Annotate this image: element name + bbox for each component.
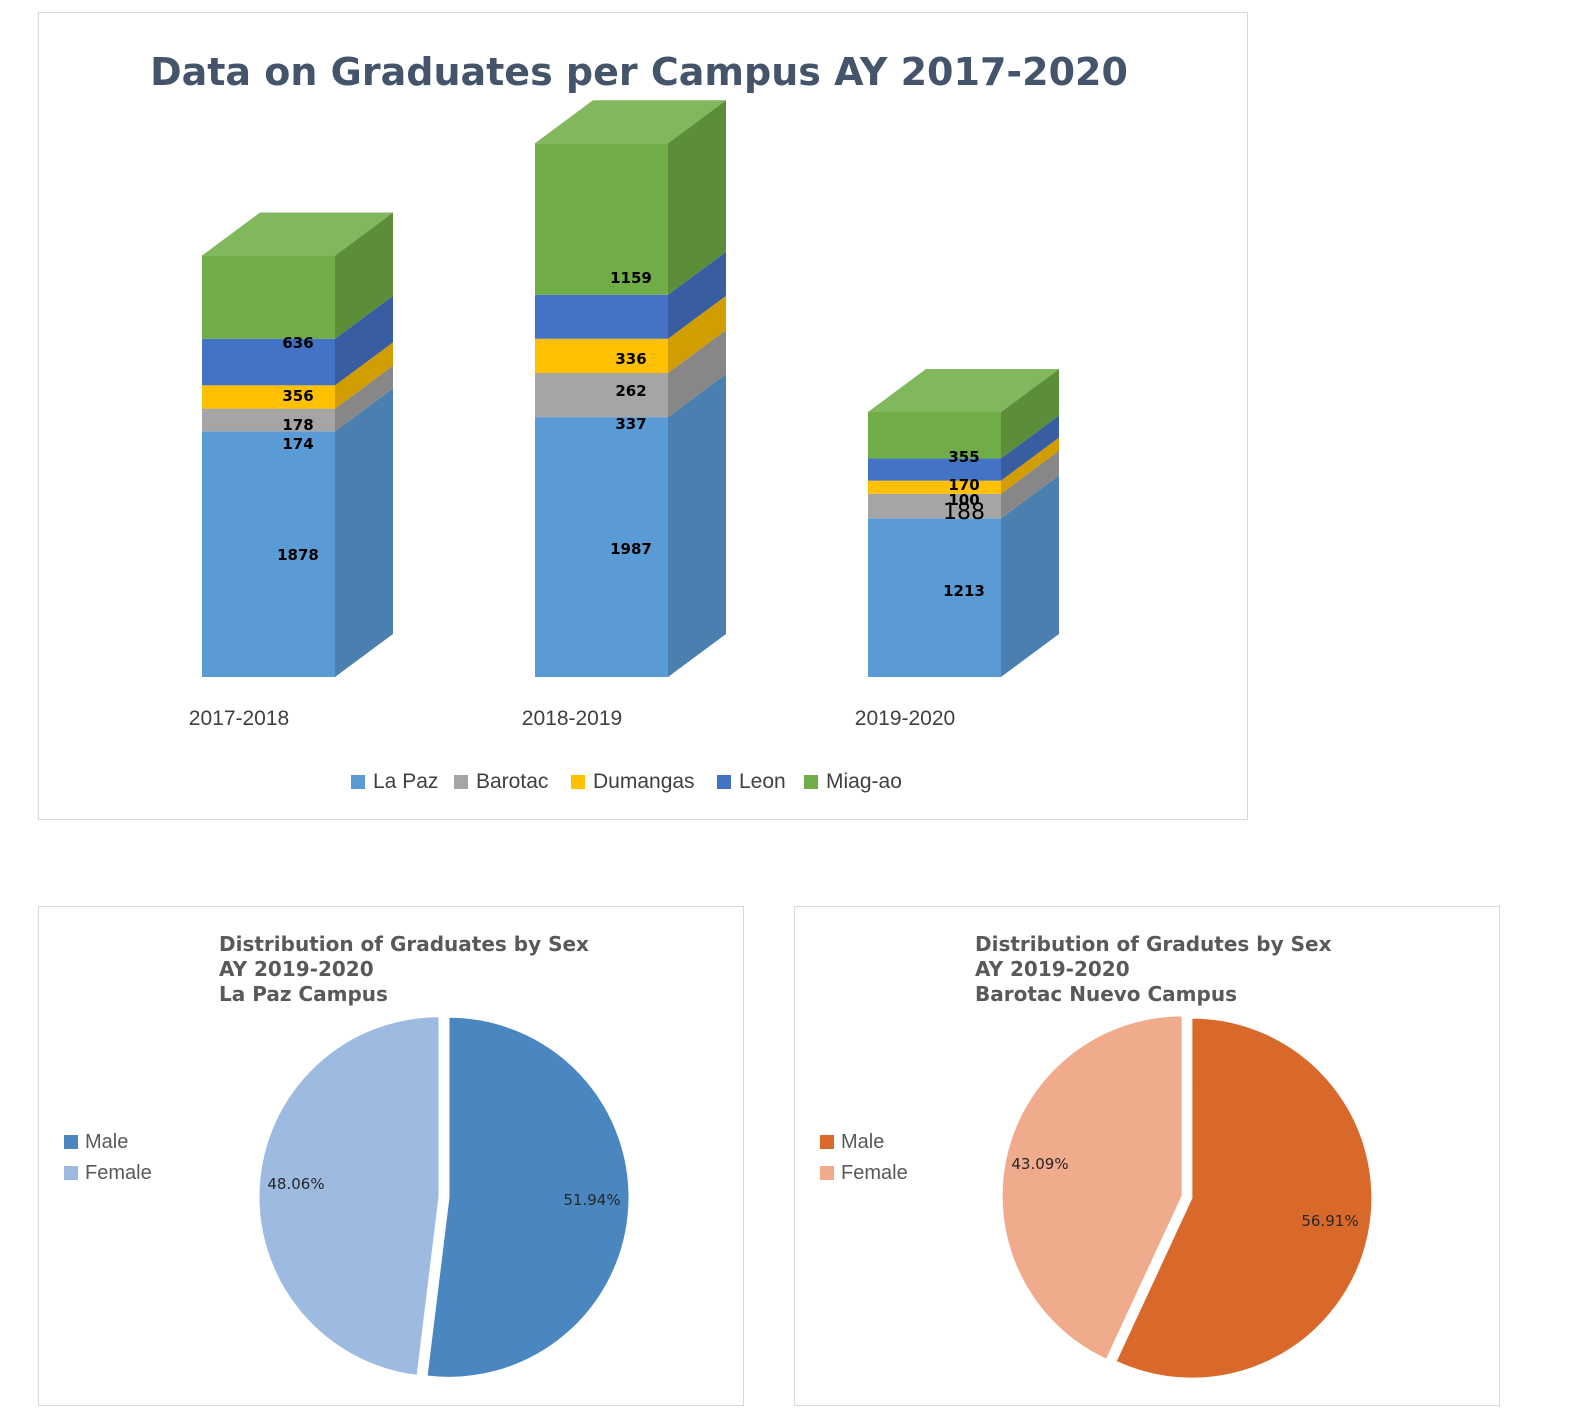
legend-swatch bbox=[351, 775, 365, 789]
pie-slices: 56.91% 43.09% bbox=[1001, 1015, 1373, 1379]
pie-title-line: Barotac Nuevo Campus bbox=[975, 982, 1237, 1006]
data-label: 356 bbox=[282, 387, 313, 405]
data-label: 174 bbox=[282, 435, 313, 453]
bar-top-face bbox=[868, 368, 1059, 412]
bar-side-leon bbox=[335, 295, 393, 386]
bar-segment-barotac bbox=[868, 493, 1001, 519]
bar-side-dumangas bbox=[668, 295, 726, 374]
bar-side-barotac bbox=[1001, 450, 1059, 519]
bar-side-dumangas bbox=[1001, 437, 1059, 494]
bar-segment-la-paz bbox=[868, 518, 1001, 677]
data-label: 1159 bbox=[610, 269, 652, 287]
chart-title: Data on Graduates per Campus AY 2017-202… bbox=[150, 50, 1128, 94]
pie-title-line: Distribution of Graduates by Sex bbox=[219, 932, 589, 956]
bar-side-dumangas bbox=[335, 342, 393, 409]
bar-segment-leon bbox=[535, 294, 668, 339]
data-label: 636 bbox=[282, 334, 313, 352]
bar-side-barotac bbox=[335, 365, 393, 432]
bar-segment-dumangas bbox=[868, 480, 1001, 494]
pie-chart-panel-barotac-nuevo: Distribution of Gradutes by Sex AY 2019-2… bbox=[794, 906, 1500, 1406]
bar-side-barotac bbox=[668, 330, 726, 418]
bar-side-leon bbox=[668, 251, 726, 339]
chart-legend: La Paz Barotac Dumangas Leon Miag-ao bbox=[351, 770, 902, 793]
bar-side-la-paz bbox=[1001, 475, 1059, 677]
pie-slice-male bbox=[1115, 1017, 1373, 1379]
data-label: 1878 bbox=[277, 546, 319, 564]
data-label: 178 bbox=[282, 416, 313, 434]
bar-top-face bbox=[535, 100, 726, 144]
legend-label: Leon bbox=[739, 770, 786, 793]
pie-slices: 51.94% 48.06% bbox=[258, 1016, 630, 1378]
legend-label: Female bbox=[85, 1162, 152, 1184]
data-label: 1987 bbox=[610, 540, 652, 558]
pie-chart-panel-la-paz: Distribution of Graduates by Sex AY 2019-… bbox=[38, 906, 744, 1406]
legend-swatch bbox=[64, 1166, 78, 1180]
pie-value-label: 43.09% bbox=[1011, 1155, 1068, 1173]
data-label: 170 bbox=[948, 476, 979, 494]
legend-swatch bbox=[820, 1166, 834, 1180]
data-label: 355 bbox=[948, 448, 979, 466]
pie-value-label: 56.91% bbox=[1301, 1212, 1358, 1230]
bar-segment-barotac bbox=[535, 373, 668, 418]
legend-swatch bbox=[571, 775, 585, 789]
legend-swatch bbox=[820, 1135, 834, 1149]
bar-segment-dumangas bbox=[535, 338, 668, 374]
x-tick-label: 2018-2019 bbox=[522, 707, 622, 730]
x-tick-label: 2019-2020 bbox=[855, 707, 955, 730]
data-label: 337 bbox=[615, 415, 646, 433]
pie-slice-male bbox=[426, 1016, 630, 1378]
pie-value-label: 48.06% bbox=[267, 1175, 324, 1193]
bar-segment-miag-ao bbox=[202, 255, 335, 339]
bar-segment-la-paz bbox=[202, 431, 335, 677]
bar-segment-barotac bbox=[202, 408, 335, 432]
pie-legend: Male Female bbox=[820, 1131, 908, 1184]
legend-swatch bbox=[454, 775, 468, 789]
pie-title-line: AY 2019-2020 bbox=[219, 957, 374, 981]
bar-segment-miag-ao bbox=[535, 143, 668, 295]
bar-segment-leon bbox=[868, 458, 1001, 481]
pie-title-line: Distribution of Gradutes by Sex bbox=[975, 932, 1332, 956]
legend-label: La Paz bbox=[373, 770, 438, 793]
data-label: 188 bbox=[943, 500, 985, 525]
legend-swatch bbox=[717, 775, 731, 789]
stacked-bar-chart: Data on Graduates per Campus AY 2017-202… bbox=[150, 50, 1128, 793]
bar-side-la-paz bbox=[668, 374, 726, 677]
pie-slice-female bbox=[258, 1016, 440, 1376]
bar-side-miag-ao bbox=[335, 212, 393, 339]
x-tick-label: 2017-2018 bbox=[189, 707, 289, 730]
legend-label: Barotac bbox=[476, 770, 548, 793]
bar-segment-miag-ao bbox=[868, 411, 1001, 459]
bar-segment-leon bbox=[202, 338, 335, 386]
data-label: 262 bbox=[615, 382, 646, 400]
legend-label: Male bbox=[85, 1131, 128, 1153]
legend-label: Female bbox=[841, 1162, 908, 1184]
data-label: 1213 bbox=[943, 582, 985, 600]
stacked-bar-chart-panel: Data on Graduates per Campus AY 2017-202… bbox=[38, 12, 1248, 820]
legend-label: Male bbox=[841, 1131, 884, 1153]
data-label: 336 bbox=[615, 350, 646, 368]
pie-title-line: AY 2019-2020 bbox=[975, 957, 1130, 981]
pie-slice-female bbox=[1001, 1015, 1183, 1360]
legend-label: Miag-ao bbox=[826, 770, 902, 793]
bar-top-face bbox=[202, 212, 393, 256]
data-label: 100 bbox=[948, 491, 979, 509]
legend-label: Dumangas bbox=[593, 770, 695, 793]
bar-side-miag-ao bbox=[668, 100, 726, 295]
bar-side-leon bbox=[1001, 415, 1059, 481]
pie-value-label: 51.94% bbox=[563, 1191, 620, 1209]
pie-title-line: La Paz Campus bbox=[219, 982, 388, 1006]
bar-segment-la-paz bbox=[535, 417, 668, 677]
legend-swatch bbox=[64, 1135, 78, 1149]
pie-legend: Male Female bbox=[64, 1131, 152, 1184]
bar-side-la-paz bbox=[335, 388, 393, 677]
bar-side-miag-ao bbox=[1001, 368, 1059, 459]
bar-segment-dumangas bbox=[202, 385, 335, 409]
legend-swatch bbox=[804, 775, 818, 789]
